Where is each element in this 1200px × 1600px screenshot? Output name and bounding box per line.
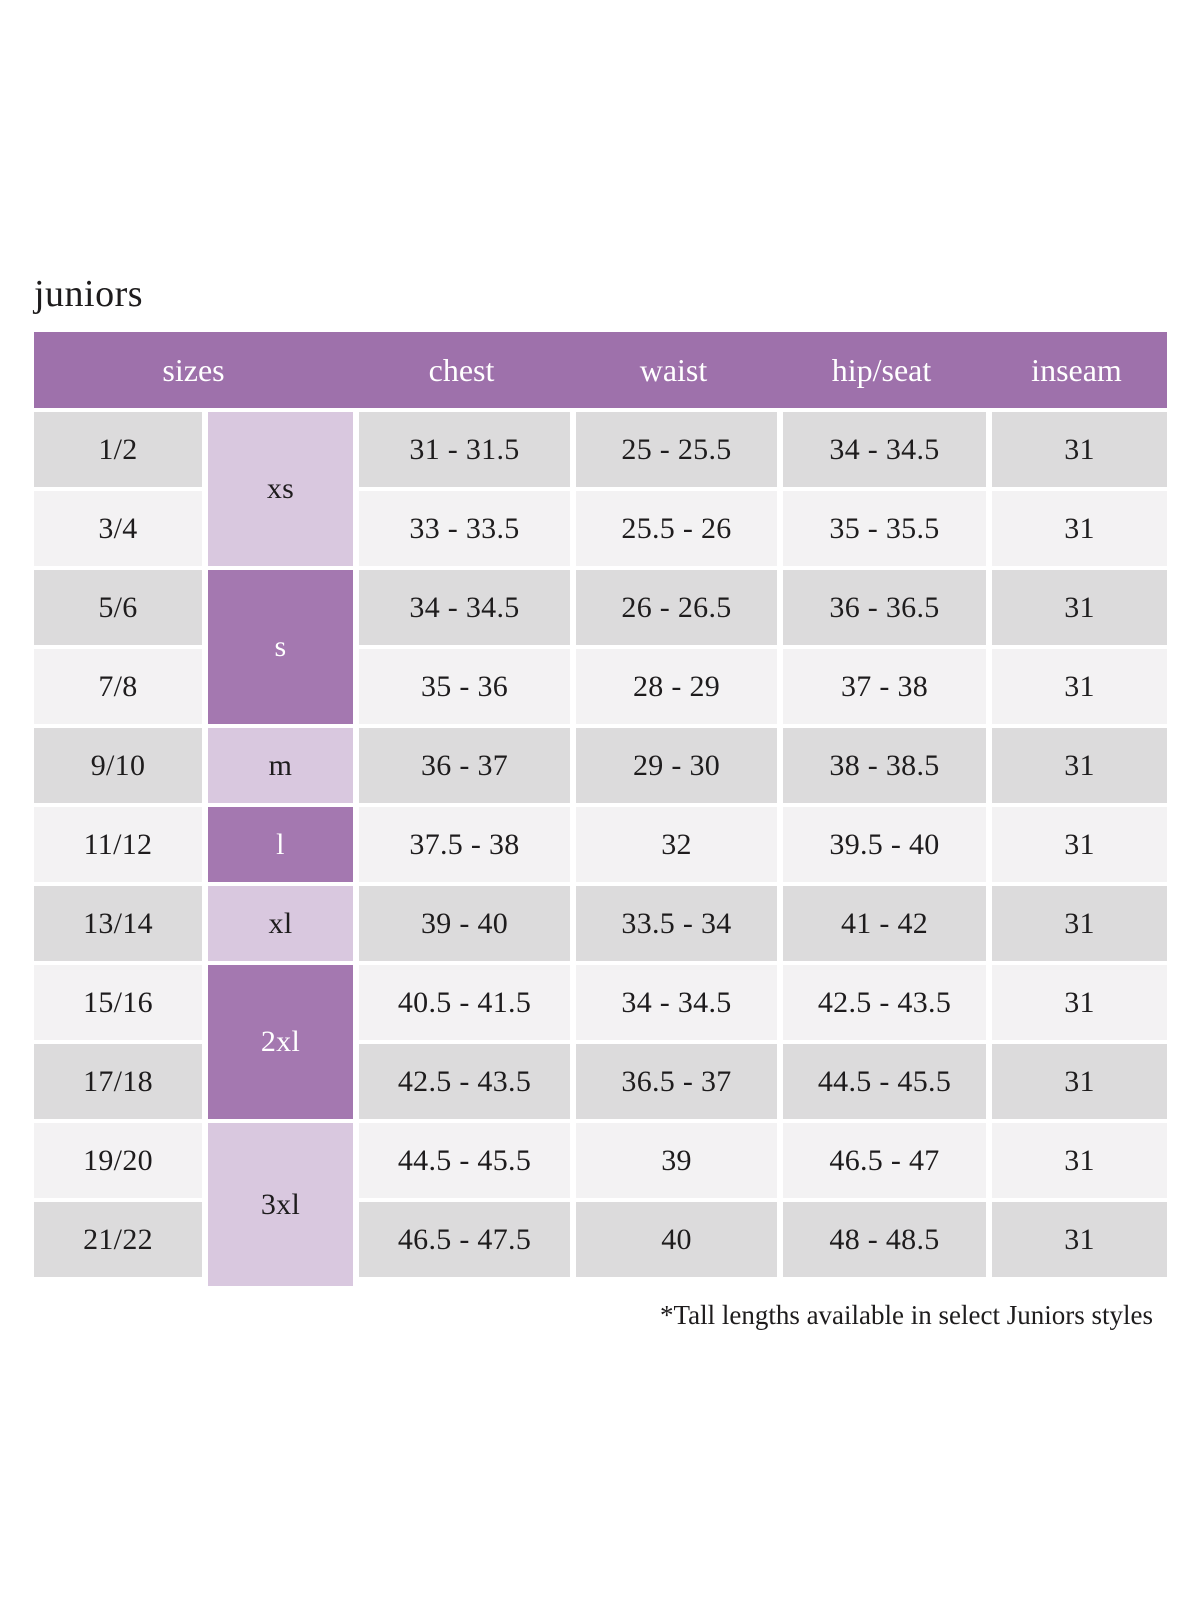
hip-seat-cell: 39.5 - 40	[783, 807, 986, 882]
inseam-cell: 31	[992, 886, 1167, 961]
hip-seat-cell: 35 - 35.5	[783, 491, 986, 566]
size-cell: 21/22	[34, 1202, 202, 1277]
chest-cell: 36 - 37	[359, 728, 570, 803]
size-cell: 11/12	[34, 807, 202, 882]
inseam-cell: 31	[992, 1123, 1167, 1198]
waist-cell: 39	[576, 1123, 777, 1198]
waist-cell: 40	[576, 1202, 777, 1277]
group-cell-xl: xl	[208, 886, 353, 961]
group-cell-xs: xs	[208, 412, 353, 566]
chest-cell: 31 - 31.5	[359, 412, 570, 487]
group-cell-3xl: 3xl	[208, 1123, 353, 1286]
hip-seat-cell: 46.5 - 47	[783, 1123, 986, 1198]
column-header-chest: chest	[428, 351, 495, 388]
hip-seat-cell: 37 - 38	[783, 649, 986, 724]
inseam-cell: 31	[992, 728, 1167, 803]
size-cell: 1/2	[34, 412, 202, 487]
inseam-cell: 31	[992, 570, 1167, 645]
waist-cell: 25.5 - 26	[576, 491, 777, 566]
hip-seat-cell: 44.5 - 45.5	[783, 1044, 986, 1119]
waist-cell: 34 - 34.5	[576, 965, 777, 1040]
column-header-sizes: sizes	[162, 351, 225, 388]
waist-cell: 33.5 - 34	[576, 886, 777, 961]
hip-seat-cell: 41 - 42	[783, 886, 986, 961]
inseam-cell: 31	[992, 649, 1167, 724]
group-cell-s: s	[208, 570, 353, 724]
size-cell: 19/20	[34, 1123, 202, 1198]
size-cell: 13/14	[34, 886, 202, 961]
inseam-cell: 31	[992, 412, 1167, 487]
size-cell: 15/16	[34, 965, 202, 1040]
column-header-waist: waist	[639, 351, 708, 388]
hip-seat-cell: 34 - 34.5	[783, 412, 986, 487]
inseam-cell: 31	[992, 491, 1167, 566]
chest-cell: 35 - 36	[359, 649, 570, 724]
group-cell-m: m	[208, 728, 353, 803]
inseam-cell: 31	[992, 807, 1167, 882]
inseam-cell: 31	[992, 1044, 1167, 1119]
column-header-inseam: inseam	[1031, 351, 1122, 388]
hip-seat-cell: 42.5 - 43.5	[783, 965, 986, 1040]
waist-cell: 25 - 25.5	[576, 412, 777, 487]
size-cell: 5/6	[34, 570, 202, 645]
table-body: xs s m l xl 2xl 3xl 1/2 31 - 31.5 25 - 2…	[34, 412, 1167, 1286]
waist-cell: 28 - 29	[576, 649, 777, 724]
chest-cell: 46.5 - 47.5	[359, 1202, 570, 1277]
hip-seat-cell: 36 - 36.5	[783, 570, 986, 645]
inseam-cell: 31	[992, 1202, 1167, 1277]
chest-cell: 39 - 40	[359, 886, 570, 961]
waist-cell: 36.5 - 37	[576, 1044, 777, 1119]
size-cell: 7/8	[34, 649, 202, 724]
size-cell: 9/10	[34, 728, 202, 803]
hip-seat-cell: 38 - 38.5	[783, 728, 986, 803]
juniors-size-table: sizes chest waist hip/seat inseam xs s m…	[34, 332, 1167, 1286]
chest-cell: 37.5 - 38	[359, 807, 570, 882]
waist-cell: 26 - 26.5	[576, 570, 777, 645]
hip-seat-cell: 48 - 48.5	[783, 1202, 986, 1277]
table-header-row: sizes chest waist hip/seat inseam	[34, 332, 1167, 408]
inseam-cell: 31	[992, 965, 1167, 1040]
tall-lengths-footnote: *Tall lengths available in select Junior…	[659, 1300, 1153, 1330]
size-cell: 17/18	[34, 1044, 202, 1119]
chest-cell: 33 - 33.5	[359, 491, 570, 566]
group-cell-2xl: 2xl	[208, 965, 353, 1119]
size-cell: 3/4	[34, 491, 202, 566]
chest-cell: 40.5 - 41.5	[359, 965, 570, 1040]
waist-cell: 32	[576, 807, 777, 882]
page-title: juniors	[34, 273, 144, 315]
group-cell-l: l	[208, 807, 353, 882]
waist-cell: 29 - 30	[576, 728, 777, 803]
column-header-hip-seat: hip/seat	[831, 351, 932, 388]
chest-cell: 44.5 - 45.5	[359, 1123, 570, 1198]
chest-cell: 34 - 34.5	[359, 570, 570, 645]
chest-cell: 42.5 - 43.5	[359, 1044, 570, 1119]
